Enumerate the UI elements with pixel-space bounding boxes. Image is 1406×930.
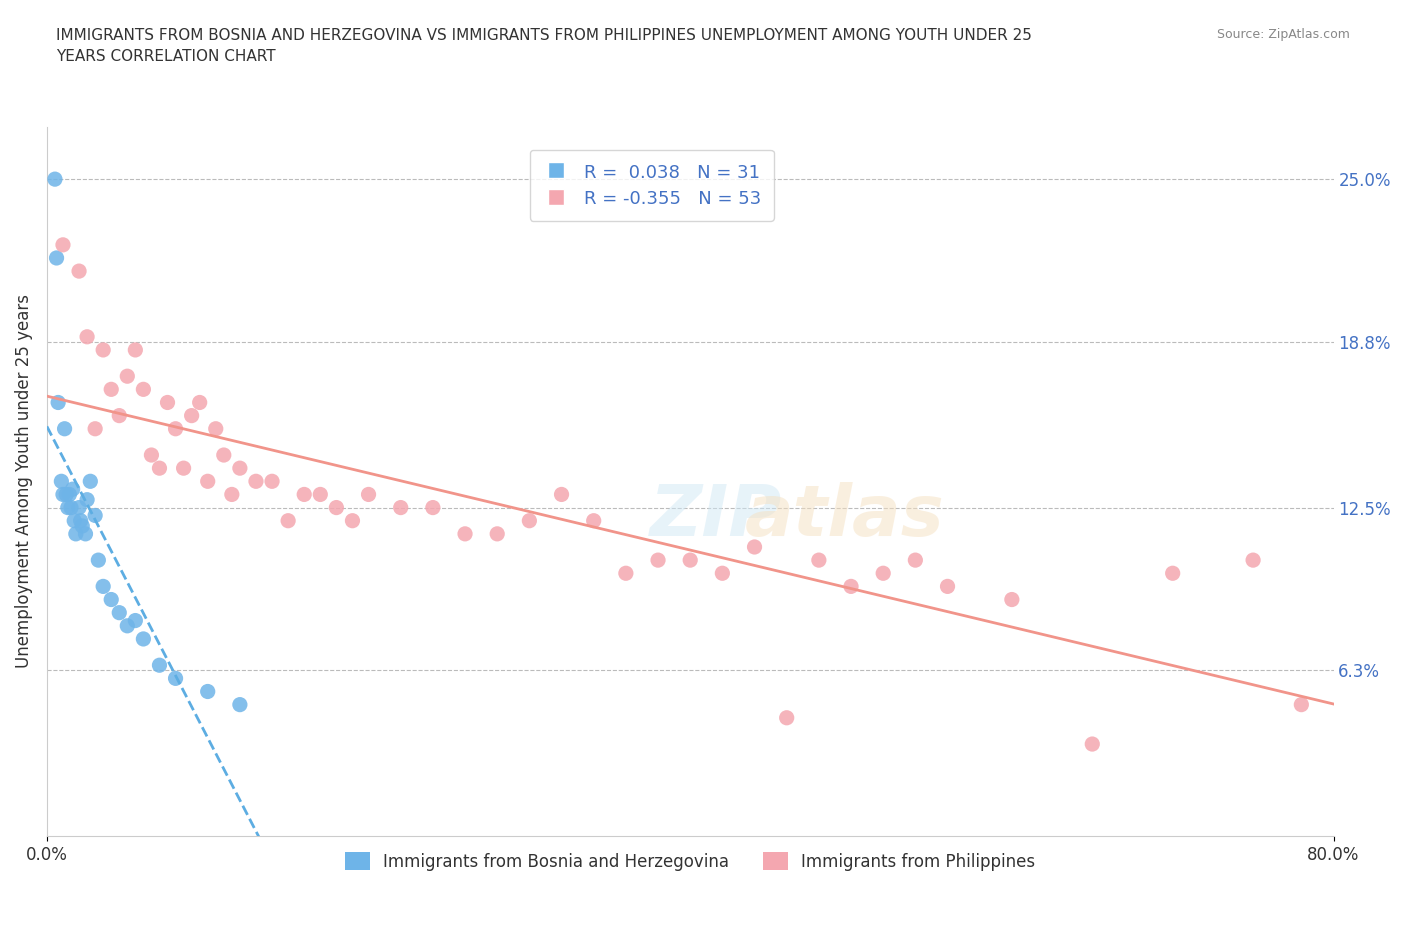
Point [124, 342, 146, 357]
Point [52, 237, 75, 252]
Point [75, 526, 97, 541]
Point [292, 487, 315, 502]
Point [117, 618, 139, 633]
Point [221, 487, 243, 502]
Point [51, 474, 73, 489]
Point [108, 408, 131, 423]
Point [60, 500, 83, 515]
Point [91, 579, 114, 594]
Point [79, 474, 101, 489]
Text: Source: ZipAtlas.com: Source: ZipAtlas.com [1216, 28, 1350, 41]
Point [197, 684, 219, 699]
Point [132, 631, 155, 646]
Point [180, 408, 202, 423]
Point [76, 329, 98, 344]
Point [56, 500, 79, 515]
Point [422, 500, 444, 515]
Point [454, 526, 477, 541]
Point [132, 382, 155, 397]
Point [245, 474, 267, 489]
Point [1291, 698, 1313, 712]
Point [904, 552, 927, 567]
Point [53, 421, 76, 436]
Point [1161, 565, 1184, 580]
Point [647, 552, 669, 567]
Point [58, 487, 80, 502]
Point [46, 395, 69, 410]
Point [357, 487, 380, 502]
Point [84, 421, 107, 436]
Point [1241, 552, 1264, 567]
Point [87, 552, 110, 567]
Point [342, 513, 364, 528]
Point [744, 539, 766, 554]
Y-axis label: Unemployment Among Youth under 25 years: Unemployment Among Youth under 25 years [15, 294, 32, 669]
Point [45, 250, 67, 265]
Point [44, 172, 66, 187]
Point [165, 421, 187, 436]
Point [55, 487, 77, 502]
Point [84, 508, 107, 523]
Point [711, 565, 734, 580]
Point [67, 500, 90, 515]
Point [277, 513, 299, 528]
Point [100, 382, 122, 397]
Point [519, 513, 541, 528]
Legend: Immigrants from Bosnia and Herzegovina, Immigrants from Philippines: Immigrants from Bosnia and Herzegovina, … [339, 845, 1042, 877]
Point [188, 395, 211, 410]
Point [72, 519, 94, 534]
Point [807, 552, 830, 567]
Text: IMMIGRANTS FROM BOSNIA AND HERZEGOVINA VS IMMIGRANTS FROM PHILIPPINES UNEMPLOYME: IMMIGRANTS FROM BOSNIA AND HERZEGOVINA V… [56, 28, 1032, 64]
Point [52, 487, 75, 502]
Point [148, 658, 170, 672]
Point [67, 264, 90, 279]
Point [76, 492, 98, 507]
Point [62, 482, 84, 497]
Point [486, 526, 509, 541]
Point [229, 460, 252, 475]
Point [141, 447, 163, 462]
Point [124, 613, 146, 628]
Point [204, 421, 226, 436]
Point [389, 500, 412, 515]
Point [260, 474, 283, 489]
Point [550, 487, 572, 502]
Point [872, 565, 894, 580]
Point [69, 513, 91, 528]
Point [117, 369, 139, 384]
Point [1001, 592, 1024, 607]
Point [91, 342, 114, 357]
Point [582, 513, 605, 528]
Point [63, 513, 86, 528]
Point [100, 592, 122, 607]
Point [229, 698, 252, 712]
Point [165, 671, 187, 685]
Text: ZIP: ZIP [650, 483, 782, 551]
Point [679, 552, 702, 567]
Point [839, 579, 862, 594]
Point [936, 579, 959, 594]
Point [1081, 737, 1104, 751]
Point [173, 460, 195, 475]
Point [156, 395, 179, 410]
Point [65, 526, 87, 541]
Point [309, 487, 332, 502]
Point [614, 565, 637, 580]
Point [108, 605, 131, 620]
Text: atlas: atlas [745, 483, 945, 551]
Point [197, 474, 219, 489]
Point [148, 460, 170, 475]
Point [325, 500, 347, 515]
Point [212, 447, 235, 462]
Point [776, 711, 799, 725]
